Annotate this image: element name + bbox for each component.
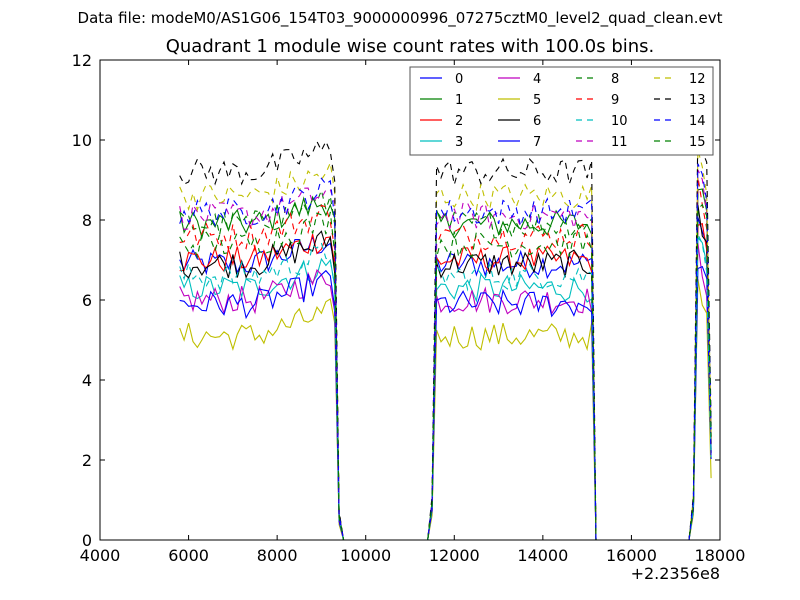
legend-label-3: 3 [455, 135, 463, 150]
series-line-12 [179, 149, 712, 541]
series-line-8 [179, 181, 712, 541]
legend-label-13: 13 [689, 93, 706, 108]
y-tick-label: 10 [72, 131, 92, 150]
y-tick-label: 4 [82, 371, 92, 390]
y-tick-label: 0 [82, 531, 92, 550]
series-layer [179, 128, 712, 541]
y-tick-label: 8 [82, 211, 92, 230]
legend-label-8: 8 [611, 72, 619, 87]
x-tick-label: 8000 [257, 546, 298, 565]
ticks-layer: 4000 6000 8000 10000 12000 14000 16000 18000 0 2 4… [72, 51, 746, 565]
series-line-14 [179, 163, 712, 541]
legend-label-0: 0 [455, 72, 463, 87]
x-tick-label: 12000 [429, 546, 480, 565]
series-line-10 [179, 234, 712, 541]
legend-label-11: 11 [611, 135, 628, 150]
figure-suptitle: Data file: modeM0/AS1G06_154T03_90000009… [77, 9, 723, 27]
series-line-13 [179, 128, 712, 541]
series-line-6 [179, 204, 712, 541]
legend-label-15: 15 [689, 135, 706, 150]
legend-label-6: 6 [533, 114, 541, 129]
legend-label-14: 14 [689, 114, 706, 129]
series-line-7 [179, 265, 712, 541]
y-tick-label: 6 [82, 291, 92, 310]
x-tick-label: 10000 [340, 546, 391, 565]
y-tick-label: 2 [82, 451, 92, 470]
legend-label-1: 1 [455, 93, 463, 108]
legend-label-10: 10 [611, 114, 628, 129]
y-tick-label: 12 [72, 51, 92, 70]
x-tick-label: 16000 [606, 546, 657, 565]
series-line-4 [179, 243, 712, 541]
series-line-15 [179, 203, 712, 541]
legend-label-7: 7 [533, 135, 541, 150]
x-tick-label: 14000 [517, 546, 568, 565]
legend-label-5: 5 [533, 93, 541, 108]
x-offset-label: +2.2356e8 [631, 564, 720, 583]
x-tick-label: 18000 [695, 546, 746, 565]
legend-label-4: 4 [533, 72, 541, 87]
legend-label-2: 2 [455, 114, 463, 129]
legend-box [409, 66, 714, 156]
series-line-2 [179, 222, 712, 541]
chart-title: Quadrant 1 module wise count rates with … [165, 36, 655, 57]
series-line-11 [179, 169, 712, 541]
x-tick-label: 4000 [80, 546, 121, 565]
series-line-9 [179, 176, 712, 541]
series-line-5 [179, 279, 712, 541]
x-tick-label: 6000 [168, 546, 209, 565]
legend-label-9: 9 [611, 93, 619, 108]
series-line-1 [179, 188, 712, 541]
legend-label-12: 12 [689, 72, 706, 87]
